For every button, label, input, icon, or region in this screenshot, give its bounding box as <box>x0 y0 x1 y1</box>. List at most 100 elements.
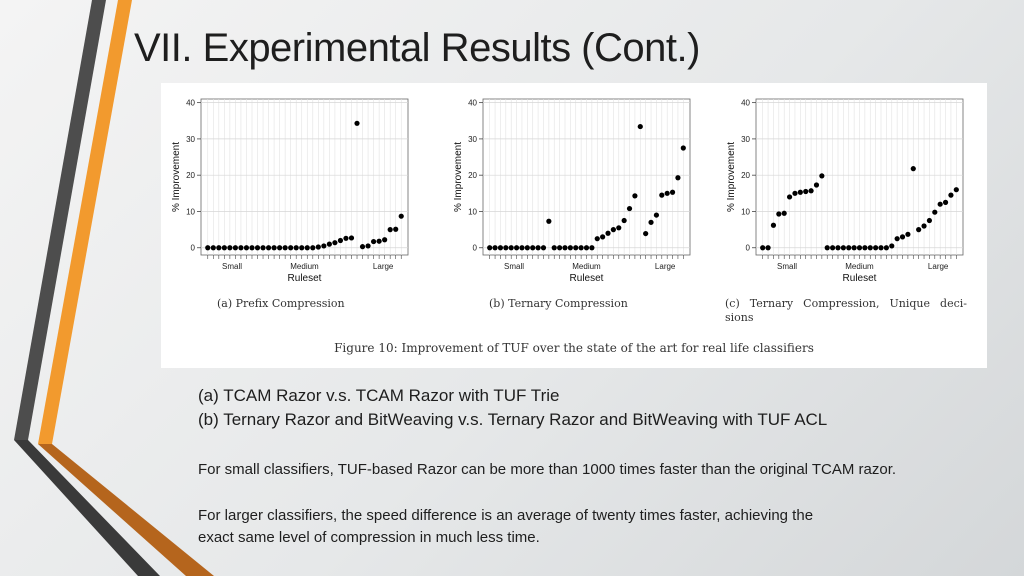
data-point <box>332 240 338 246</box>
data-point <box>508 245 514 251</box>
data-point <box>776 211 782 217</box>
data-point <box>265 245 272 251</box>
data-point <box>551 245 557 251</box>
data-point <box>497 245 504 251</box>
data-point <box>637 123 643 130</box>
data-point <box>680 145 686 151</box>
dark-stripe <box>14 0 106 440</box>
data-point <box>760 245 766 251</box>
data-point <box>813 182 820 188</box>
dark-lower-stripe <box>14 440 160 576</box>
x-tick-label: Small <box>504 262 524 271</box>
data-point <box>797 189 803 195</box>
data-point <box>282 245 288 251</box>
x-tick-label: Small <box>222 262 242 271</box>
data-point <box>932 209 938 215</box>
data-point <box>594 236 600 242</box>
data-point <box>856 245 863 251</box>
data-point <box>953 187 959 193</box>
data-point <box>387 227 393 233</box>
data-point <box>626 205 633 212</box>
data-point <box>243 245 250 251</box>
data-point <box>770 222 777 228</box>
data-point <box>524 245 530 251</box>
data-point <box>648 219 654 225</box>
data-point <box>513 245 520 251</box>
data-point <box>354 120 360 126</box>
data-point <box>675 175 681 181</box>
data-point <box>221 245 227 251</box>
data-point <box>786 194 793 200</box>
data-point <box>653 212 660 218</box>
data-point <box>540 245 547 251</box>
paragraph-large-line-2: exact same level of compression in much … <box>198 529 540 546</box>
x-tick-label: Medium <box>290 262 319 271</box>
data-point <box>249 245 255 251</box>
chart-c-svg: 0 10 20 30 40 Small Medium Large Ruleset % Improv… <box>726 98 964 284</box>
data-point <box>664 190 670 196</box>
data-point <box>605 230 611 236</box>
y-tick-label: 40 <box>468 99 477 108</box>
data-point <box>293 245 299 251</box>
data-point <box>632 193 638 199</box>
data-point <box>492 245 498 251</box>
data-point <box>905 231 911 237</box>
data-point <box>398 213 404 219</box>
chart-b: 0 10 20 30 40 Small Medium Large Ruleset % Improv… <box>443 95 695 295</box>
data-point <box>546 218 552 224</box>
y-tick-label: 30 <box>468 135 477 144</box>
y-tick-label: 0 <box>746 244 751 253</box>
legend-line-a: (a) TCAM Razor v.s. TCAM Razor with TUF … <box>198 386 560 405</box>
y-tick-label: 20 <box>186 171 195 180</box>
slide-title: VII. Experimental Results (Cont.) <box>134 26 700 70</box>
data-point <box>781 210 787 216</box>
data-point <box>216 245 222 251</box>
data-point <box>883 245 889 251</box>
y-axis-title: % Improvement <box>726 142 737 212</box>
data-point <box>343 235 349 241</box>
y-tick-label: 10 <box>741 207 750 216</box>
y-tick-label: 20 <box>741 171 750 180</box>
data-point <box>819 173 825 179</box>
y-tick-label: 30 <box>186 135 195 144</box>
legend-lines: (a) TCAM Razor v.s. TCAM Razor with TUF … <box>198 384 827 432</box>
data-point <box>669 189 676 195</box>
subcaption-b: (b) Ternary Compression <box>489 297 628 310</box>
data-point <box>557 245 563 251</box>
data-point <box>835 245 841 251</box>
data-point <box>365 243 371 249</box>
data-point <box>942 199 949 205</box>
data-point <box>830 245 836 251</box>
data-point <box>530 245 536 251</box>
data-point <box>616 225 622 231</box>
data-point <box>277 245 283 251</box>
data-point <box>889 243 895 249</box>
plot-area <box>200 98 409 256</box>
x-axis-title: Ruleset <box>288 273 322 284</box>
y-tick-label: 30 <box>741 135 750 144</box>
data-point <box>348 235 355 241</box>
data-point <box>503 245 509 251</box>
chart-a-svg: 0 10 20 30 40 Small Medium Large Ruleset % Improv… <box>171 98 409 284</box>
data-point <box>643 230 649 237</box>
x-tick-label: Medium <box>845 262 874 271</box>
data-point <box>205 245 211 251</box>
data-point <box>937 201 943 207</box>
subcaption-c: (c) Ternary Compression, Unique deci-sio… <box>725 297 967 324</box>
data-point <box>792 190 798 196</box>
data-point <box>916 227 922 233</box>
data-point <box>610 227 616 233</box>
data-point <box>873 245 879 251</box>
x-tick-label: Large <box>655 262 676 271</box>
data-point <box>288 245 294 251</box>
data-point <box>238 245 244 251</box>
data-point <box>921 223 927 229</box>
data-point <box>562 245 568 251</box>
x-axis-title: Ruleset <box>843 273 877 284</box>
data-point <box>337 237 344 244</box>
data-point <box>840 245 846 251</box>
chart-c: 0 10 20 30 40 Small Medium Large Ruleset % Improv… <box>716 95 968 295</box>
data-point <box>846 245 852 251</box>
